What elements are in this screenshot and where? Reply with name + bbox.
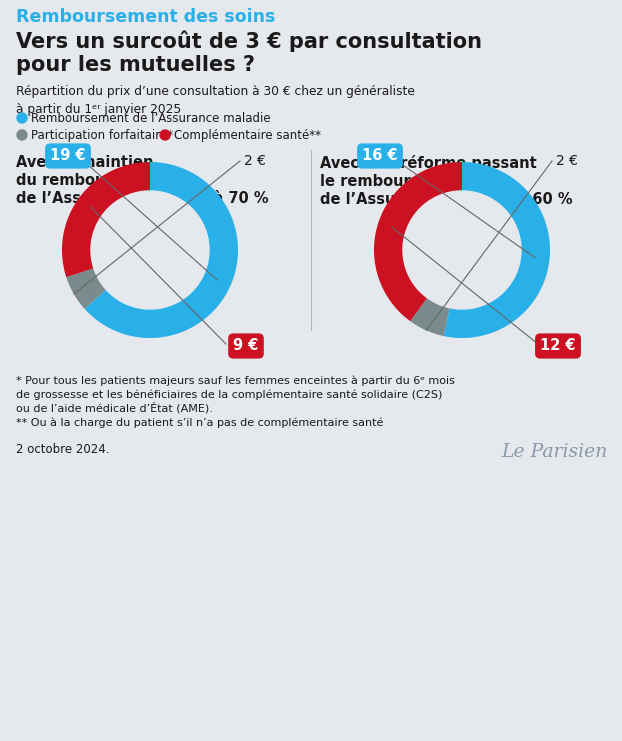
Polygon shape xyxy=(85,162,238,338)
Circle shape xyxy=(17,130,27,140)
Text: Répartition du prix d’une consultation à 30 € chez un généraliste
à partir du 1ᵉ: Répartition du prix d’une consultation à… xyxy=(16,85,415,116)
Text: ou de l’aide médicale d’État (AME).: ou de l’aide médicale d’État (AME). xyxy=(16,402,213,413)
Polygon shape xyxy=(374,162,462,321)
Polygon shape xyxy=(403,191,521,309)
Text: 16 €: 16 € xyxy=(362,148,398,164)
Text: Remboursement des soins: Remboursement des soins xyxy=(16,8,276,26)
Text: Complémentaire santé**: Complémentaire santé** xyxy=(174,128,321,142)
Text: Vers un surcoût de 3 € par consultation
pour les mutuelles ?: Vers un surcoût de 3 € par consultation … xyxy=(16,30,482,75)
Text: Participation forfaitaire*: Participation forfaitaire* xyxy=(31,128,173,142)
Circle shape xyxy=(17,113,27,123)
Text: Le Parisien: Le Parisien xyxy=(501,443,608,461)
Polygon shape xyxy=(411,298,450,336)
Circle shape xyxy=(160,130,170,140)
Polygon shape xyxy=(91,191,209,309)
Text: 2 €: 2 € xyxy=(244,154,266,168)
Text: 12 €: 12 € xyxy=(540,339,576,353)
Text: Remboursement de l’Assurance maladie: Remboursement de l’Assurance maladie xyxy=(31,111,271,124)
Text: * Pour tous les patients majeurs sauf les femmes enceintes à partir du 6ᵉ mois: * Pour tous les patients majeurs sauf le… xyxy=(16,376,455,387)
Polygon shape xyxy=(443,162,550,338)
Text: Avec le maintien
du remboursement
de l’Assurance maladie à 70 %: Avec le maintien du remboursement de l’A… xyxy=(16,155,269,206)
Text: de grossesse et les bénéficiaires de la complémentaire santé solidaire (C2S): de grossesse et les bénéficiaires de la … xyxy=(16,389,442,399)
Polygon shape xyxy=(62,162,150,277)
Text: Avec une réforme passant
le remboursement
de l’Assurance maladie à 60 %: Avec une réforme passant le remboursemen… xyxy=(320,155,573,207)
Text: 9 €: 9 € xyxy=(233,339,259,353)
Text: ** Ou à la charge du patient s’il n’a pas de complémentaire santé: ** Ou à la charge du patient s’il n’a pa… xyxy=(16,418,383,428)
Text: 19 €: 19 € xyxy=(50,148,86,164)
Text: 2 octobre 2024.: 2 octobre 2024. xyxy=(16,443,109,456)
Polygon shape xyxy=(67,268,106,309)
Text: 2 €: 2 € xyxy=(556,154,578,168)
